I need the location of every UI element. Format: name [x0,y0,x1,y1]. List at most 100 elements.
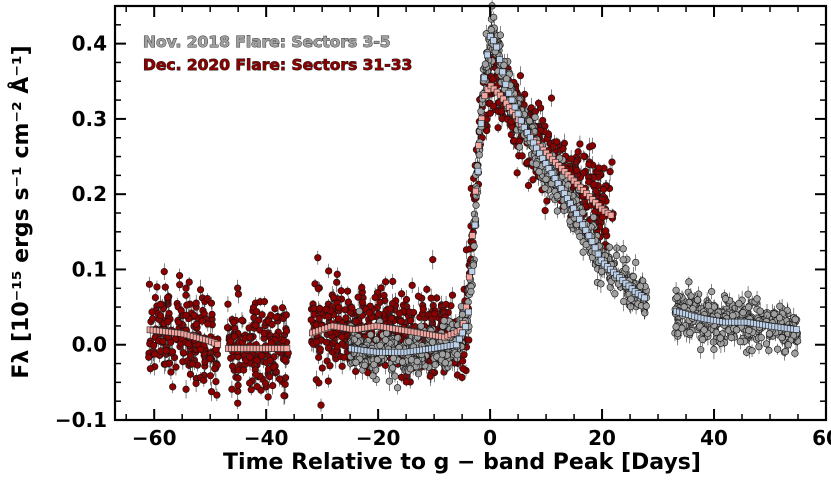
raw-point [207,355,214,362]
raw-point [271,364,278,371]
raw-point [459,374,466,381]
raw-point [395,335,402,342]
raw-point [399,359,406,366]
raw-point [149,309,156,316]
raw-point [225,301,232,308]
raw-point [272,305,279,312]
raw-point [710,339,717,346]
binned-point [482,93,488,99]
raw-point [178,307,185,314]
raw-point [273,314,280,321]
raw-point [341,354,348,361]
raw-point [554,208,561,215]
raw-point [197,346,204,353]
raw-point [315,254,322,261]
raw-point [334,343,341,350]
raw-point [427,373,434,380]
raw-point [403,296,410,303]
raw-point [390,355,397,362]
raw-point [336,304,343,311]
raw-point [687,329,694,336]
raw-point [169,349,176,356]
raw-point [595,165,602,172]
raw-point [183,285,190,292]
raw-point [327,362,334,369]
raw-point [543,176,550,183]
raw-point [782,348,789,355]
raw-point [497,32,504,39]
raw-point [733,327,740,334]
raw-point [246,380,253,387]
raw-point [262,380,269,387]
raw-point [548,95,555,102]
raw-point [325,313,332,320]
raw-point [193,321,200,328]
raw-point [235,291,242,298]
raw-point [583,241,590,248]
raw-point [490,103,497,110]
raw-point [207,372,214,379]
raw-point [766,347,773,354]
raw-point [252,322,259,329]
raw-point [348,304,355,311]
raw-point [785,341,792,348]
raw-point [261,298,268,305]
raw-point [406,338,413,345]
raw-point [235,375,242,382]
raw-point [193,380,200,387]
raw-point [432,361,439,368]
raw-point [495,124,502,131]
raw-point [259,353,266,360]
raw-point [424,286,431,293]
raw-point [488,26,495,33]
raw-point [191,312,198,319]
raw-point [154,284,161,291]
raw-point [186,279,193,286]
raw-point [431,311,438,318]
raw-point [511,137,518,144]
raw-point [470,262,477,269]
raw-point [229,386,236,393]
raw-point [603,228,610,235]
raw-point [607,168,614,175]
raw-point [471,243,478,250]
binned-point [476,143,482,149]
raw-point [169,384,176,391]
raw-point [607,284,614,291]
raw-point [623,266,630,273]
raw-point [318,402,325,409]
raw-point [382,337,389,344]
raw-point [697,346,704,353]
raw-point [269,382,276,389]
raw-point [147,365,154,372]
raw-point [150,342,157,349]
raw-point [157,312,164,319]
raw-point [315,285,322,292]
raw-point [694,297,701,304]
raw-point [429,256,436,263]
raw-point [160,338,167,345]
raw-point [175,319,182,326]
raw-point [253,308,260,315]
raw-point [173,364,180,371]
raw-point [377,342,384,349]
raw-point [415,293,422,300]
raw-point [544,198,551,205]
raw-point [246,334,253,341]
raw-point [490,14,497,21]
raw-point [163,347,170,354]
raw-point [344,288,351,295]
raw-point [468,288,475,295]
raw-point [193,300,200,307]
raw-point [501,62,508,69]
raw-point [580,153,587,160]
raw-point [308,317,315,324]
raw-point [757,308,764,315]
raw-point [410,309,417,316]
raw-point [162,284,169,291]
raw-point [699,336,706,343]
raw-point [229,363,236,370]
raw-point [589,142,596,149]
